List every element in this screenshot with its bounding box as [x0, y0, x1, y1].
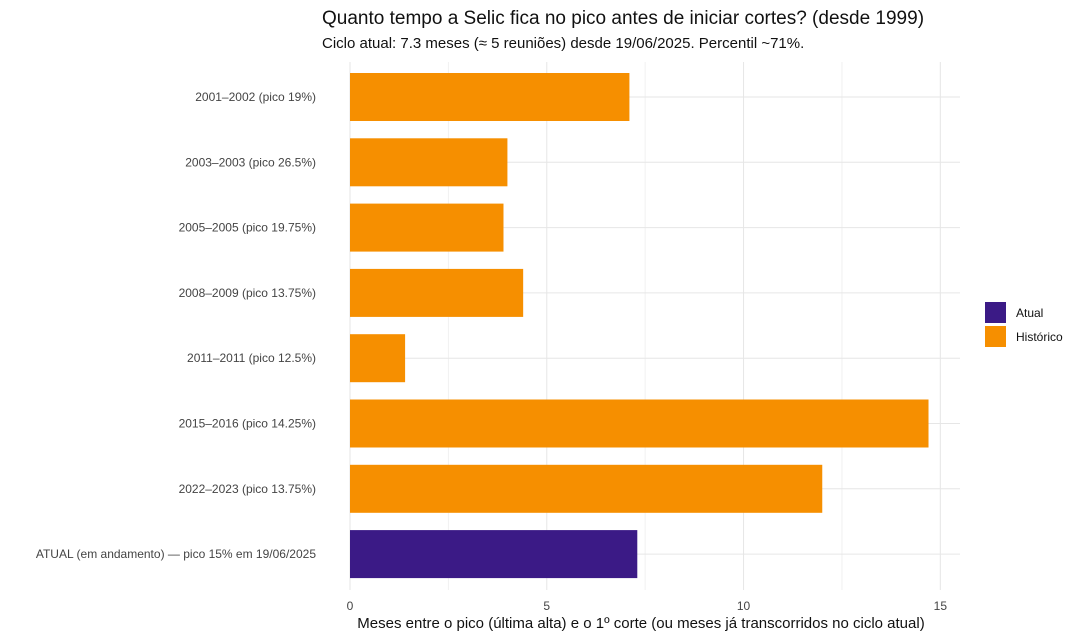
- category-labels: 2001–2002 (pico 19%) 2003–2003 (pico 26.5…: [36, 90, 316, 561]
- bar: [350, 399, 929, 448]
- chart-title: Quanto tempo a Selic fica no pico antes …: [322, 8, 924, 29]
- category-label: 2015–2016 (pico 14.25%): [179, 417, 316, 431]
- category-label: 2001–2002 (pico 19%): [195, 90, 316, 104]
- bar: [350, 268, 524, 317]
- category-label: 2008–2009 (pico 13.75%): [179, 286, 316, 300]
- x-axis-ticks: 0 5 10 15: [347, 599, 948, 613]
- legend-label: Atual: [1016, 306, 1043, 320]
- x-axis-title: Meses entre o pico (última alta) e o 1º …: [357, 615, 924, 632]
- category-label: 2011–2011 (pico 12.5%): [187, 351, 316, 365]
- category-label: 2005–2005 (pico 19.75%): [179, 221, 316, 235]
- legend: Atual Histórico: [985, 302, 1063, 347]
- bar: [350, 464, 823, 513]
- x-tick-label: 15: [934, 599, 948, 613]
- bar: [350, 334, 406, 383]
- legend-label: Histórico: [1016, 330, 1063, 344]
- category-label: 2022–2023 (pico 13.75%): [179, 482, 316, 496]
- legend-swatch: [985, 326, 1006, 347]
- chart-subtitle: Ciclo atual: 7.3 meses (≈ 5 reuniões) de…: [322, 35, 804, 52]
- bar: [350, 138, 508, 187]
- bar: [350, 203, 504, 252]
- bar: [350, 73, 630, 121]
- x-tick-label: 10: [737, 599, 751, 613]
- x-tick-label: 5: [543, 599, 550, 613]
- category-label: 2003–2003 (pico 26.5%): [185, 155, 316, 169]
- x-tick-label: 0: [347, 599, 354, 613]
- legend-swatch: [985, 302, 1006, 323]
- bars: [350, 73, 929, 579]
- category-label: ATUAL (em andamento) — pico 15% em 19/06…: [36, 547, 316, 561]
- bar: [350, 530, 638, 579]
